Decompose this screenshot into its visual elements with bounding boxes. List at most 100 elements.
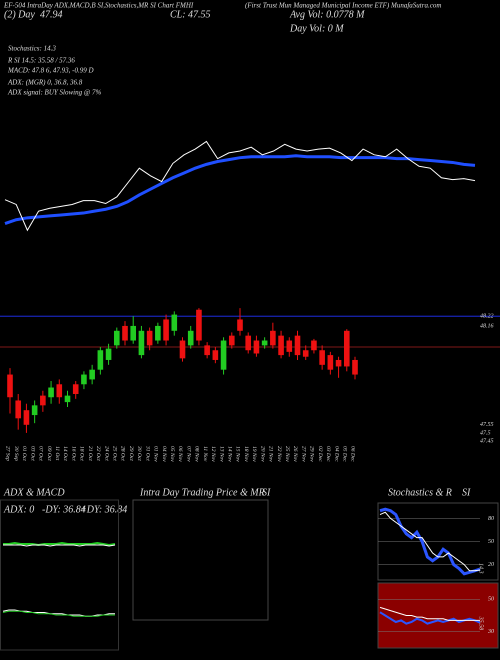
candle-body	[40, 395, 46, 406]
x-tick-label: 05 Nov	[169, 446, 175, 462]
x-tick-label: 28 Oct	[120, 446, 126, 461]
candle-body	[237, 319, 243, 331]
candle-body	[23, 410, 30, 425]
candle-body	[64, 395, 71, 403]
stat-line: ADX: (MGR) 0, 36.8, 36.8	[7, 79, 83, 87]
y-tick-label: 50	[488, 539, 494, 545]
candle-body	[212, 350, 219, 360]
y-tick-label: 48.16	[480, 322, 494, 329]
x-tick-label: 19 Nov	[251, 446, 257, 462]
x-tick-label: 27 Sep	[5, 446, 11, 461]
candle-body	[15, 400, 22, 419]
y-tick-label: 47.55	[480, 421, 494, 428]
x-tick-label: 09 Oct	[46, 446, 52, 461]
x-tick-label: 14 Nov	[227, 446, 234, 462]
x-tick-label: 20 Nov	[259, 446, 265, 462]
candle-body	[97, 350, 104, 370]
x-tick-label: 02 Dec	[317, 446, 323, 462]
candle-body	[286, 340, 293, 352]
y-tick-label: 20	[488, 562, 494, 568]
panel-frame	[0, 499, 119, 651]
candle-body	[56, 384, 63, 398]
x-tick-label: 06 Nov	[177, 446, 183, 462]
macd-line	[2, 610, 115, 617]
x-tick-label: 13 Nov	[218, 446, 224, 462]
candle-body	[163, 319, 169, 341]
candle-body	[228, 335, 235, 346]
panel-title: Stochastics & R	[388, 487, 452, 498]
x-tick-label: 03 Dec	[325, 446, 331, 462]
x-tick-label: 15 Nov	[235, 446, 241, 462]
adx-line	[3, 541, 116, 547]
x-tick-label: 22 Nov	[276, 446, 282, 462]
title-left: EF-504 IntraDay ADX,MACD,B SI,Stochastic…	[3, 2, 194, 10]
candle-body	[89, 369, 95, 380]
x-tick-label: 29 Nov	[309, 446, 315, 462]
candle-body	[187, 330, 194, 346]
x-tick-label: 04 Nov	[161, 446, 168, 462]
candle-body	[352, 359, 358, 375]
candle-body	[294, 335, 301, 356]
open: 47.94	[40, 9, 63, 20]
x-tick-label: 22 Oct	[95, 446, 101, 461]
candle-body	[278, 335, 284, 356]
candle-body	[327, 355, 334, 370]
avg-vol: Avg Vol: 0.0778 M	[289, 9, 365, 20]
candle-body	[196, 309, 202, 341]
x-tick-label: 06 Dec	[350, 446, 356, 462]
x-tick-label: 21 Nov	[268, 446, 274, 462]
x-tick-label: 07 Nov	[185, 446, 191, 462]
candle-body	[146, 330, 153, 346]
panel-bg	[377, 582, 499, 649]
candle-body	[245, 335, 252, 351]
stat-line: R SI 14.5: 35.58 / 57.36	[7, 57, 75, 65]
adx-label: +DY: 36.84	[80, 504, 127, 515]
panel-title: ADX & MACD	[3, 487, 65, 498]
candle-body	[155, 325, 161, 341]
candle-body	[72, 384, 79, 394]
candle-body	[113, 330, 120, 346]
x-tick-label: 30 Sep	[13, 445, 19, 461]
x-tick-label: 24 Oct	[103, 446, 110, 461]
x-tick-label: 30 Oct	[136, 445, 142, 461]
x-tick-label: 16 Oct	[70, 446, 76, 461]
value-label: 35.58	[478, 616, 484, 631]
title-right: (First Trust Mun Managed Municipal Incom…	[245, 2, 441, 10]
indicator-line	[379, 507, 481, 576]
x-tick-label: 01 Oct	[21, 446, 27, 461]
x-tick-label: 27 Nov	[300, 446, 306, 462]
x-tick-label: 11 Nov	[202, 446, 208, 462]
y-tick-label: 47.45	[480, 437, 494, 444]
x-tick-label: 11 Oct	[54, 446, 60, 461]
stat-line: Stochastics: 14.3	[8, 45, 56, 53]
candle-body	[81, 374, 87, 385]
x-tick-label: 25 Nov	[284, 446, 290, 462]
x-tick-label: 07 Oct	[38, 446, 44, 461]
indicator-line	[379, 511, 481, 572]
x-tick-label: 18 Nov	[243, 446, 249, 462]
candle-body	[138, 330, 145, 356]
x-tick-label: 21 Oct	[87, 446, 93, 461]
candle-body	[105, 348, 112, 360]
candle-body	[179, 340, 186, 359]
x-tick-label: 18 Oct	[79, 446, 85, 461]
day-vol: Day Vol: 0 M	[289, 23, 344, 34]
panel-frame	[132, 499, 269, 621]
x-tick-label: 26 Nov	[292, 446, 298, 462]
y-tick-label: 50	[488, 597, 494, 603]
x-tick-label: 05 Dec	[342, 446, 348, 462]
x-tick-label: 08 Nov	[194, 446, 200, 462]
x-tick-label: 14 Oct	[62, 446, 69, 461]
x-tick-label: 03 Oct	[29, 446, 35, 461]
x-tick-label: 12 Nov	[210, 446, 216, 462]
panel-title: SI	[462, 487, 471, 498]
day: (2) Day	[4, 9, 35, 20]
candle-body	[204, 345, 210, 356]
candle-body	[253, 340, 260, 354]
candle-body	[319, 350, 325, 365]
y-tick-label: 48.22	[480, 313, 494, 320]
candle-body	[302, 350, 309, 357]
average-line	[4, 154, 476, 225]
